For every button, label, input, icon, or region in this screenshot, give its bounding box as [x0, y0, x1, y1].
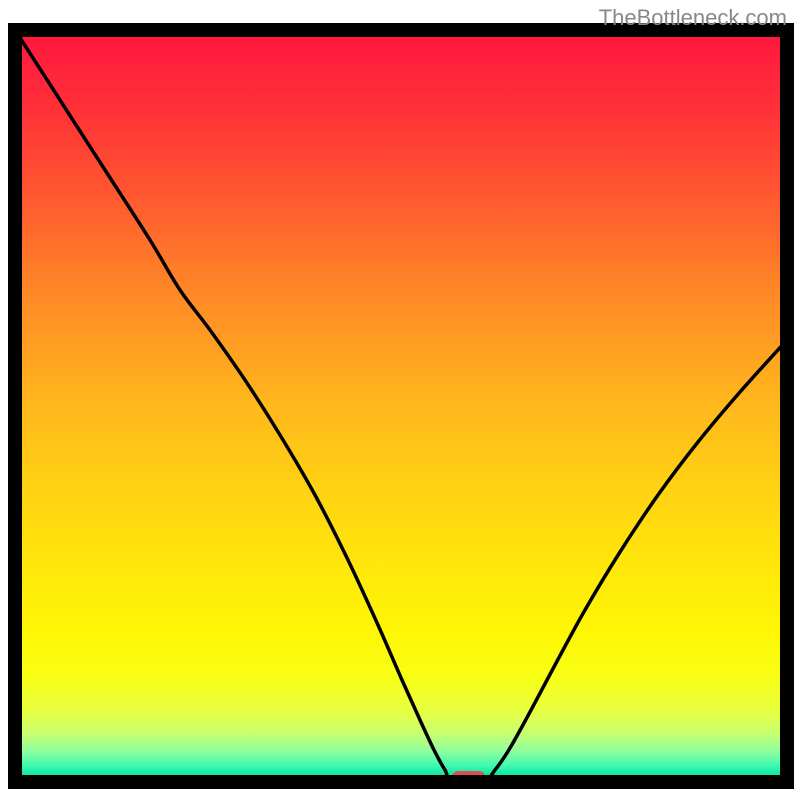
chart-container: TheBottleneck.com	[0, 0, 800, 800]
bottleneck-chart: TheBottleneck.com	[0, 0, 800, 800]
watermark-text: TheBottleneck.com	[599, 5, 787, 30]
chart-background	[15, 30, 787, 782]
